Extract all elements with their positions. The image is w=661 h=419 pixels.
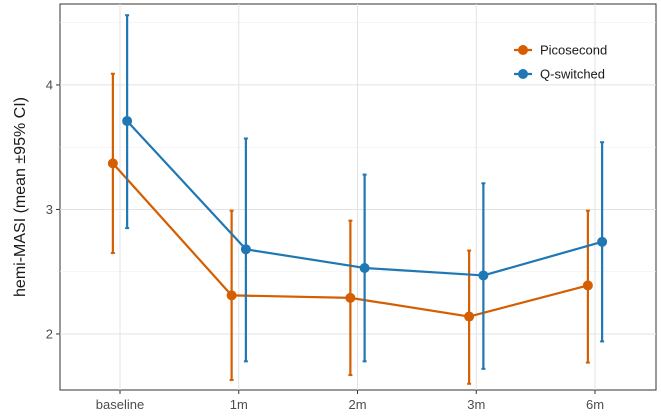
y-tick-label: 4 [46, 77, 53, 92]
axis-layer: 2 3 4 baseline 1m 2m 3m 6m [46, 77, 604, 412]
x-tick-label: baseline [96, 397, 144, 412]
grid-layer [60, 4, 656, 390]
data-point [240, 244, 251, 255]
data-point [122, 116, 133, 127]
y-axis-title: hemi-MASI (mean ±95% CI) [12, 97, 29, 297]
data-point [107, 158, 118, 169]
legend-item: Picosecond [514, 43, 607, 58]
y-tick-label: 3 [46, 202, 53, 217]
y-tick-label: 2 [46, 326, 53, 341]
data-point [345, 292, 356, 303]
legend-key-point [518, 69, 528, 79]
legend-label: Picosecond [540, 43, 607, 58]
series-layer [107, 14, 608, 385]
data-point [597, 236, 608, 247]
series-q-switched [122, 14, 608, 370]
x-tick-label: 2m [348, 397, 366, 412]
x-tick-label: 1m [230, 397, 248, 412]
x-tick-label: 6m [586, 397, 604, 412]
data-point [464, 311, 475, 322]
x-tick-label: 3m [467, 397, 485, 412]
legend-item: Q-switched [514, 67, 605, 82]
legend: Picosecond Q-switched [514, 43, 607, 82]
data-point [478, 270, 489, 281]
data-point [226, 290, 237, 301]
legend-label: Q-switched [540, 67, 605, 82]
legend-key-point [518, 45, 528, 55]
series-picosecond [107, 72, 593, 385]
data-point [582, 280, 593, 291]
data-point [359, 262, 370, 273]
